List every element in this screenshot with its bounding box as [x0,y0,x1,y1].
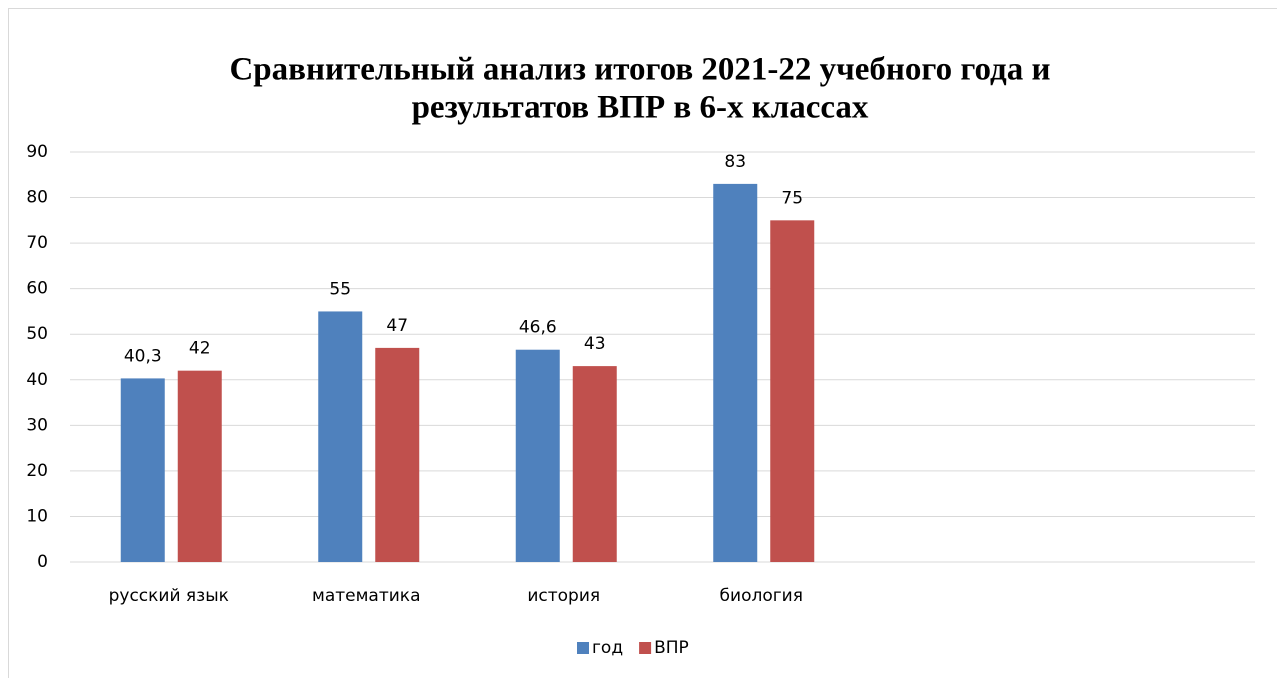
bar [318,311,363,562]
legend-label: ВПР [654,638,689,658]
bar [120,378,165,562]
y-tick-label: 80 [26,188,48,208]
bar [713,183,758,562]
chart-frame [8,8,1277,678]
data-label: 40,3 [124,346,162,366]
x-tick-label: биология [720,586,803,606]
y-tick-label: 20 [26,461,48,481]
legend-swatch [577,642,589,654]
legend-swatch [639,642,652,654]
y-tick-label: 0 [37,552,48,572]
chart-title: результатов ВПР в 6-х классах [412,90,869,126]
x-tick-label: история [527,586,600,606]
bar [177,370,222,562]
y-tick-label: 40 [26,370,48,390]
data-label: 43 [584,334,606,354]
bar [375,347,420,562]
y-tick-label: 60 [26,279,48,299]
data-label: 75 [781,188,803,208]
y-tick-label: 30 [26,415,48,435]
y-tick-label: 50 [26,324,48,344]
x-tick-label: математика [312,586,420,606]
x-tick-label: русский язык [109,586,229,606]
data-label: 83 [724,152,746,172]
data-label: 42 [189,339,211,359]
bar [770,220,815,563]
bar [515,349,560,562]
data-label: 46,6 [519,318,557,338]
y-tick-label: 10 [26,506,48,526]
data-label: 47 [386,316,408,336]
legend-label: год [592,638,623,658]
data-label: 55 [329,279,351,299]
y-tick-label: 70 [26,233,48,253]
bar [572,366,617,562]
chart-title: Сравнительный анализ итогов 2021-22 учеб… [229,52,1050,88]
y-tick-label: 90 [26,142,48,162]
